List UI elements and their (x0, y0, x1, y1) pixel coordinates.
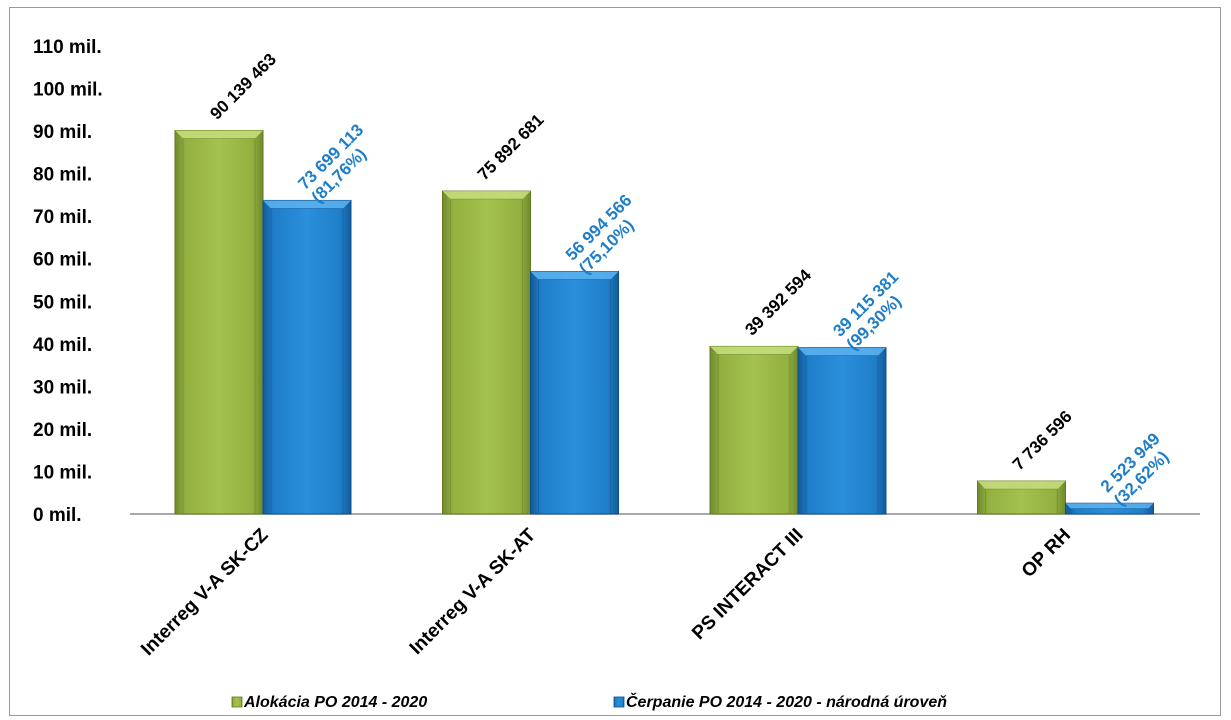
y-tick-label: 80 mil. (33, 165, 92, 186)
bar-allocation (709, 345, 799, 515)
category-label: Interreg V-A SK-AT (406, 524, 541, 659)
y-tick-label: 110 mil. (33, 37, 102, 58)
category-labels: Interreg V-A SK-CZ Interreg V-A SK-AT PS I… (137, 524, 1075, 660)
data-label: 39 392 594 (741, 265, 815, 339)
y-tick-label: 0 mil. (33, 505, 82, 526)
legend: Alokácia PO 2014 - 2020 Čerpanie PO 2014 … (231, 692, 947, 711)
bar-drawdown (262, 199, 352, 515)
legend-swatch (231, 696, 243, 708)
data-label: 90 139 463 (206, 50, 280, 124)
y-tick-label: 20 mil. (33, 420, 92, 441)
y-tick-label: 40 mil. (33, 335, 92, 356)
legend-label: Čerpanie PO 2014 - 2020 - národná úroveň (626, 692, 947, 711)
bar-drawdown (1065, 502, 1154, 515)
bar-drawdown (530, 271, 619, 515)
legend-item: Čerpanie PO 2014 - 2020 - národná úroveň (613, 692, 947, 711)
y-tick-label: 10 mil. (33, 462, 92, 483)
y-tick-label: 60 mil. (33, 250, 92, 271)
y-tick-label: 100 mil. (33, 80, 103, 101)
y-tick-label: 30 mil. (33, 377, 92, 398)
bar-allocation (174, 129, 264, 515)
bar-drawdown (797, 347, 887, 515)
bar-allocation (977, 480, 1066, 515)
y-tick-label: 90 mil. (33, 122, 92, 143)
data-label: 7 736 596 (1009, 407, 1076, 474)
bar-allocation (442, 190, 531, 515)
legend-item: Alokácia PO 2014 - 2020 (231, 694, 427, 711)
legend-label: Alokácia PO 2014 - 2020 (243, 694, 427, 711)
category-label: Interreg V-A SK-CZ (137, 524, 273, 660)
category-label: OP RH (1018, 525, 1075, 582)
y-tick-label: 70 mil. (33, 207, 92, 228)
bars (174, 129, 1154, 515)
legend-swatch (613, 696, 625, 708)
category-label: PS INTERACT III (688, 525, 807, 644)
y-tick-label: 50 mil. (33, 292, 92, 313)
data-label: 75 892 681 (474, 110, 548, 184)
